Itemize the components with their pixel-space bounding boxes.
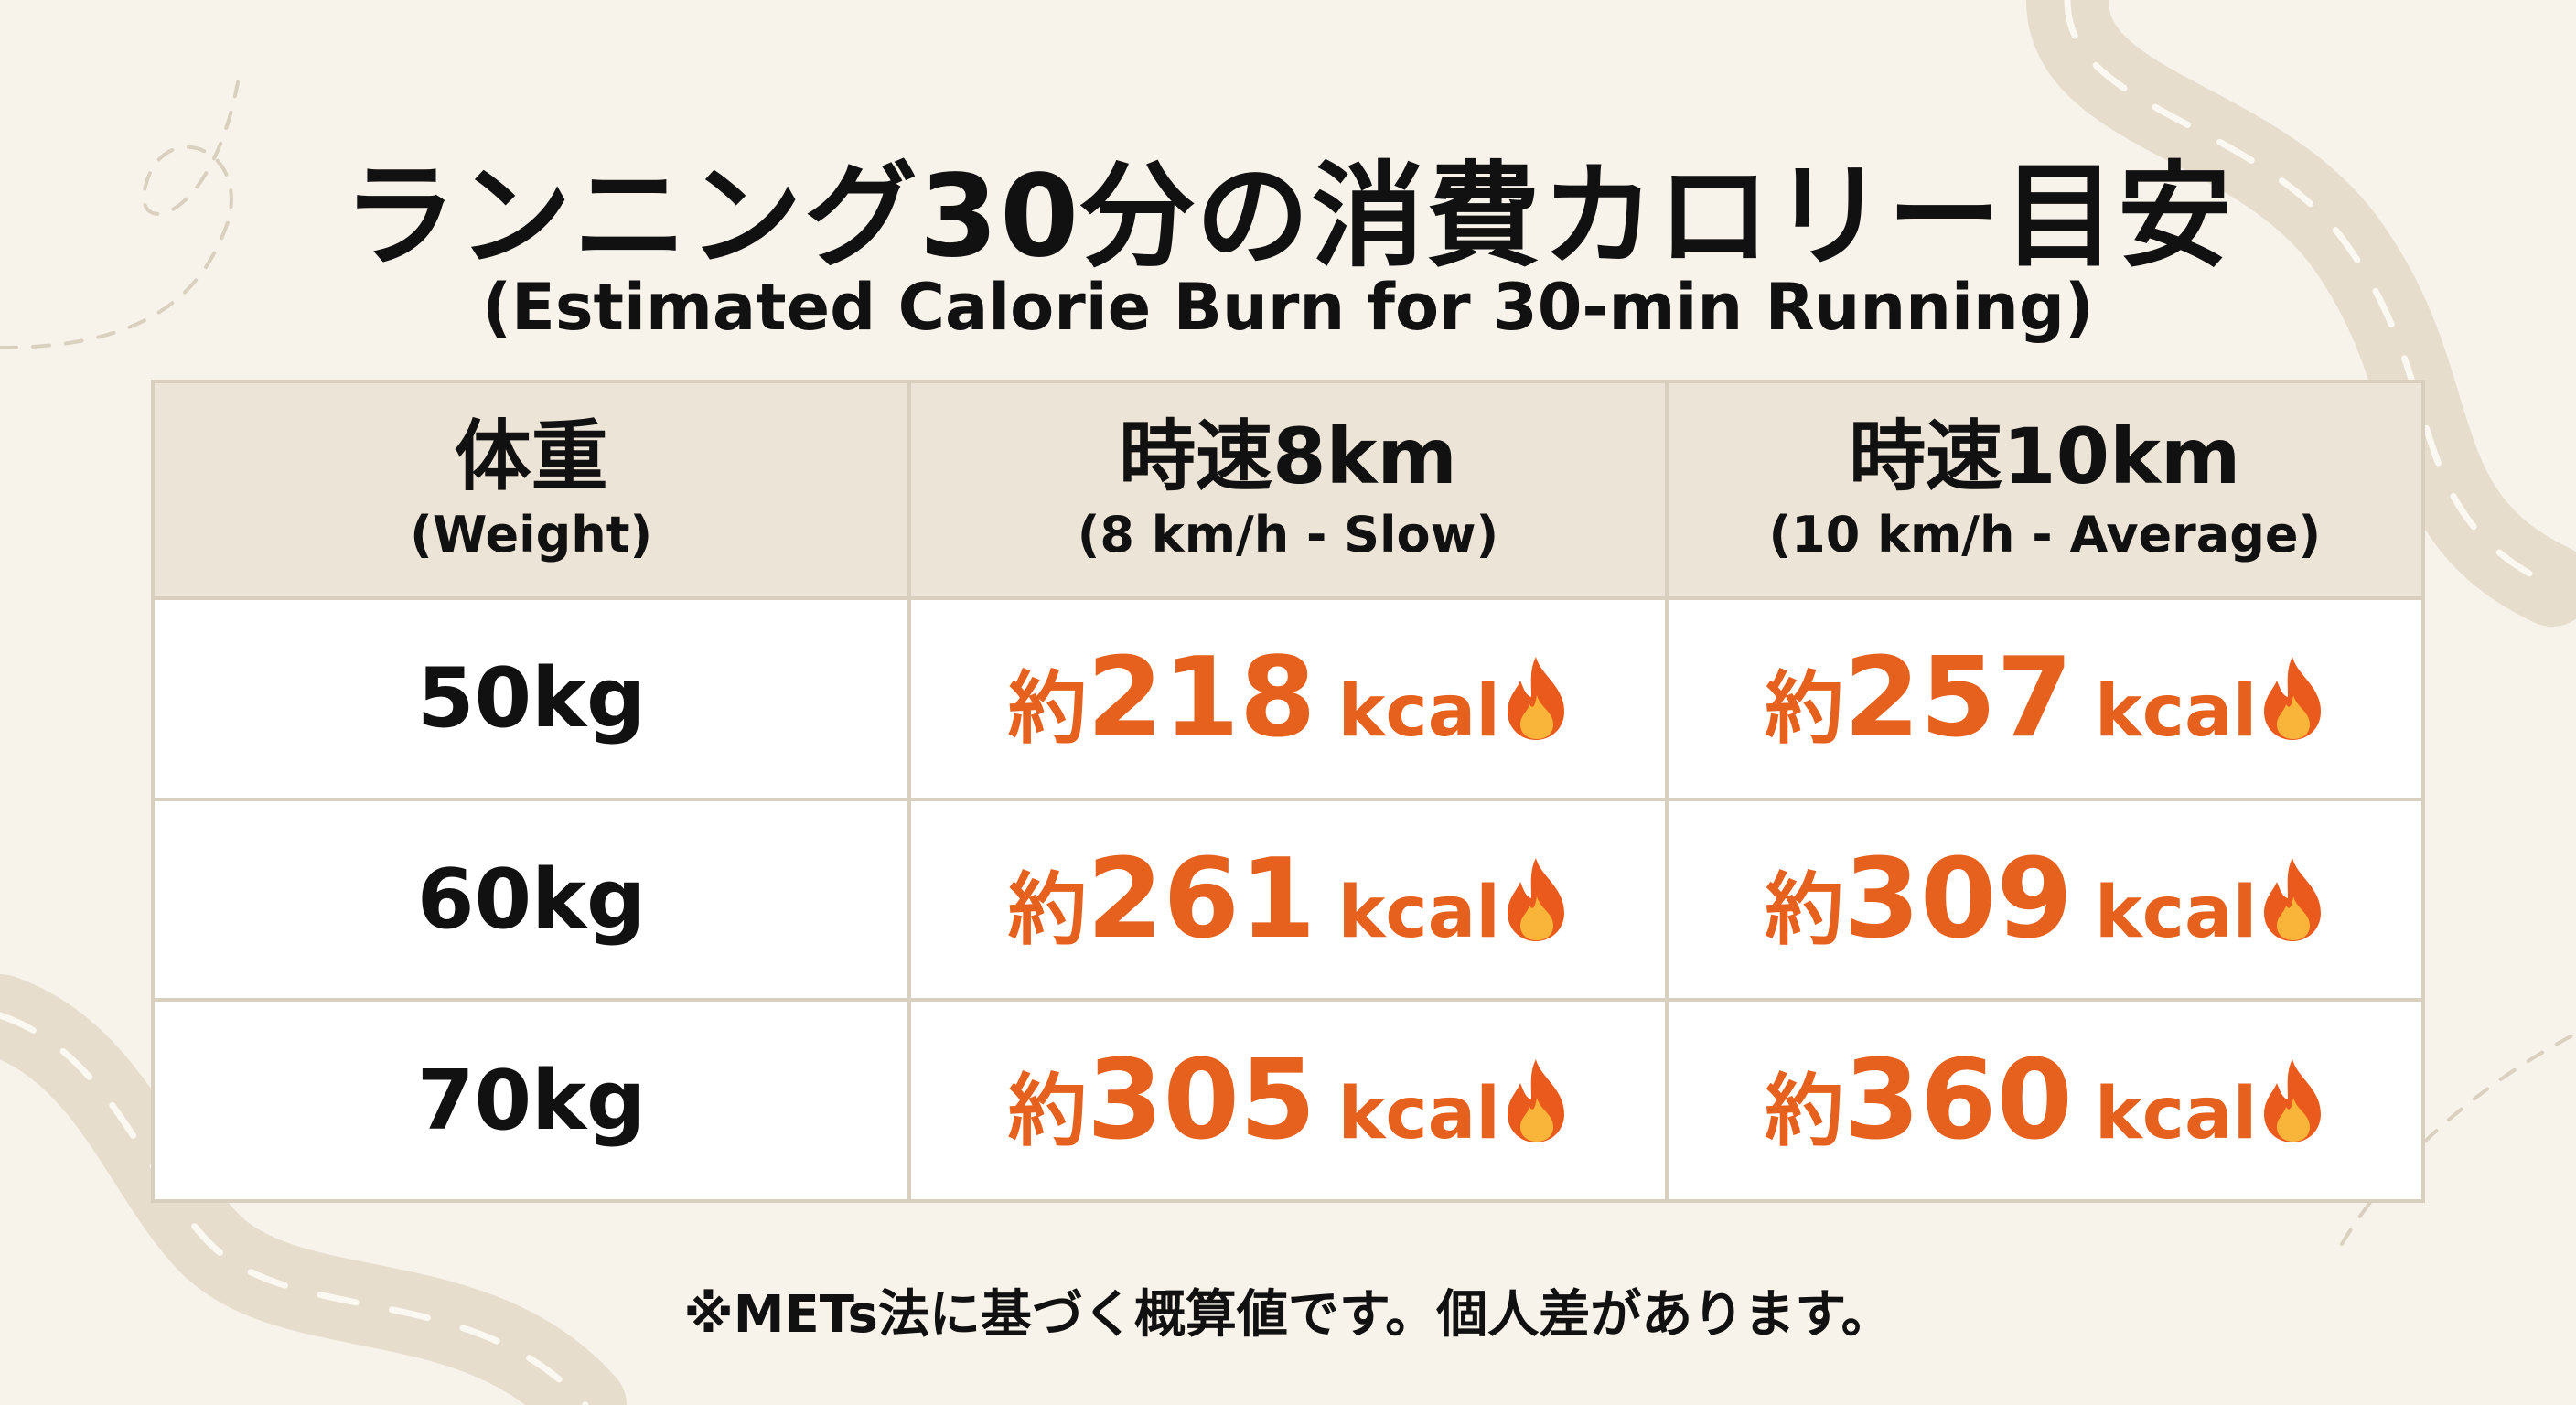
- flame-icon: [2264, 1058, 2322, 1142]
- unit: kcal: [2094, 871, 2258, 954]
- flame-icon: [2264, 857, 2322, 941]
- weight: 60kg: [416, 851, 646, 948]
- unit: kcal: [2094, 1072, 2258, 1155]
- header-sublabel: (8 km/h - Slow): [1077, 506, 1499, 564]
- weight-cell: 70kg: [155, 1002, 908, 1199]
- calorie-cell: 約 309 kcal: [1668, 800, 2421, 999]
- header-cell: 時速10km (10 km/h - Average): [1668, 383, 2421, 596]
- prefix: 約: [1765, 663, 1844, 756]
- header-label: 時速10km: [1849, 411, 2241, 501]
- calorie-cell: 約 305 kcal: [911, 1002, 1665, 1199]
- calorie-table: 体重 (Weight) 時速8km (8 km/h - Slow) 時速10km (10 …: [151, 380, 2425, 1203]
- calorie-cell: 約 360 kcal: [1668, 1002, 2421, 1199]
- calorie-value: 約 218 kcal: [1008, 635, 1568, 762]
- kcal-number: 218: [1087, 635, 1316, 763]
- prefix: 約: [1765, 863, 1844, 956]
- prefix: 約: [1008, 863, 1087, 956]
- unit: kcal: [2094, 670, 2258, 754]
- flame-icon: [1507, 857, 1564, 941]
- calorie-value: 約 257 kcal: [1765, 635, 2324, 762]
- unit: kcal: [1337, 1072, 1500, 1155]
- prefix: 約: [1008, 663, 1087, 756]
- flame-icon: [2264, 657, 2322, 741]
- calorie-cell: 約 257 kcal: [1668, 600, 2421, 798]
- flame-icon: [1507, 657, 1564, 741]
- calorie-value: 約 309 kcal: [1765, 836, 2324, 963]
- header-sublabel: (Weight): [410, 506, 653, 564]
- calorie-value: 約 360 kcal: [1765, 1037, 2324, 1164]
- header-label: 体重: [454, 411, 608, 501]
- weight-cell: 60kg: [155, 800, 908, 999]
- unit: kcal: [1337, 871, 1500, 954]
- calorie-cell: 約 261 kcal: [911, 800, 1665, 999]
- footnote: ※METs法に基づく概算値です。個人差があります。: [683, 1285, 1893, 1345]
- weight-cell: 50kg: [155, 600, 908, 798]
- header-sublabel: (10 km/h - Average): [1768, 506, 2322, 564]
- kcal-number: 305: [1087, 1036, 1316, 1164]
- calorie-cell: 約 218 kcal: [911, 600, 1665, 798]
- weight: 70kg: [416, 1052, 646, 1149]
- flame-icon: [1507, 1058, 1564, 1142]
- kcal-number: 257: [1843, 635, 2073, 763]
- kcal-number: 261: [1087, 835, 1316, 963]
- calorie-value: 約 305 kcal: [1008, 1037, 1568, 1164]
- unit: kcal: [1337, 670, 1500, 754]
- prefix: 約: [1008, 1065, 1087, 1157]
- kcal-number: 309: [1843, 835, 2073, 963]
- header-cell: 時速8km (8 km/h - Slow): [911, 383, 1665, 596]
- subtitle: (Estimated Calorie Burn for 30-min Runni…: [482, 270, 2094, 345]
- header-cell: 体重 (Weight): [155, 383, 908, 596]
- prefix: 約: [1765, 1065, 1844, 1157]
- calorie-value: 約 261 kcal: [1008, 836, 1568, 963]
- title: ランニング30分の消費カロリー目安: [342, 151, 2234, 283]
- kcal-number: 360: [1843, 1036, 2073, 1164]
- weight: 50kg: [416, 650, 646, 747]
- header-label: 時速8km: [1119, 411, 1457, 501]
